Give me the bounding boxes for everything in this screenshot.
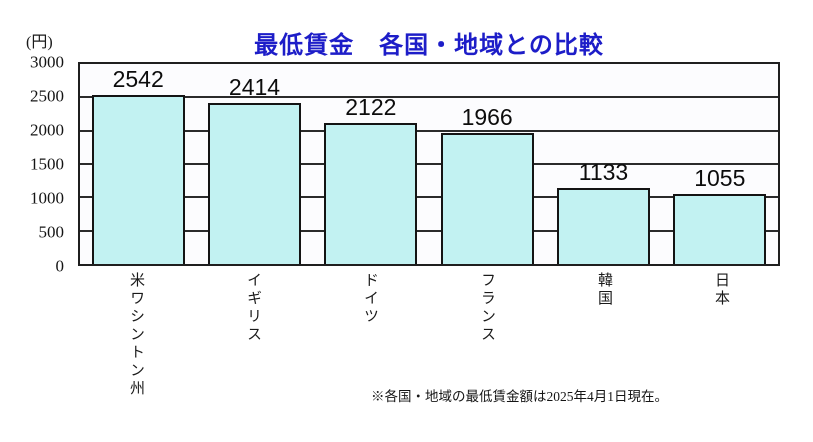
gridline (80, 229, 778, 232)
bar-value-label: 1133 (578, 159, 629, 186)
plot-area: 2542 2414 2122 1966 1133 1055 (78, 62, 780, 266)
x-label-cell: 韓国 (546, 272, 663, 398)
y-tick-label: 1500 (30, 154, 64, 174)
bar (207, 103, 302, 264)
x-label-cell: ドイツ (312, 272, 429, 398)
y-tick-label: 0 (55, 256, 65, 276)
bars-row: 2542 2414 2122 1966 1133 1055 (80, 64, 778, 264)
x-category-label: イギリス (245, 272, 261, 344)
y-tick-label: 500 (38, 222, 65, 242)
gridline (80, 129, 778, 132)
bar-slot: 1966 (429, 64, 545, 264)
footnote: ※各国・地域の最低賃金額は2025年4月1日現在。 フランス、ドイツは1ユーロ=… (371, 349, 811, 442)
bar-slot: 2414 (196, 64, 312, 264)
x-category-label: フランス (479, 272, 495, 344)
x-category-label: 米ワシントン州 (128, 272, 144, 398)
y-tick-label: 3000 (30, 52, 64, 72)
bar (324, 122, 418, 264)
y-tick-label: 2500 (30, 86, 64, 106)
x-axis-category-labels: 米ワシントン州 イギリス ドイツ フランス 韓国 日本 (78, 272, 780, 398)
x-label-cell: フランス (429, 272, 546, 398)
y-axis-tick-labels: 0 500 1000 1500 2000 2500 3000 (0, 54, 70, 275)
bar-slot: 2122 (313, 64, 429, 264)
gridline (80, 196, 778, 199)
bar-slot: 2542 (80, 64, 196, 264)
x-category-label: ドイツ (362, 272, 378, 326)
y-axis-unit-label: (円) (26, 34, 53, 51)
x-label-cell: 日本 (663, 272, 780, 398)
bar-value-label: 2122 (345, 93, 397, 120)
y-tick-label: 1000 (30, 188, 64, 208)
gridline (80, 163, 778, 165)
bar-value-label: 1966 (461, 103, 513, 130)
bar-value-label: 2414 (228, 74, 281, 101)
bar-value-label: 1055 (694, 164, 746, 191)
bar-value-label: 2542 (112, 65, 164, 92)
bar-slot: 1055 (662, 64, 778, 264)
x-label-cell: イギリス (195, 272, 312, 398)
bar (673, 193, 767, 264)
y-tick-label: 2000 (30, 120, 64, 140)
bar (91, 94, 185, 264)
gridline (80, 96, 778, 99)
footnote-line: ※各国・地域の最低賃金額は2025年4月1日現在。 (371, 389, 668, 404)
bar (556, 188, 650, 264)
x-label-cell: 米ワシントン州 (78, 272, 195, 398)
x-category-label: 韓国 (596, 272, 612, 308)
bar-slot: 1133 (545, 64, 661, 264)
x-category-label: 日本 (713, 272, 729, 308)
chart-title: 最低賃金 各国・地域との比較 (254, 32, 604, 59)
bar (440, 132, 534, 264)
